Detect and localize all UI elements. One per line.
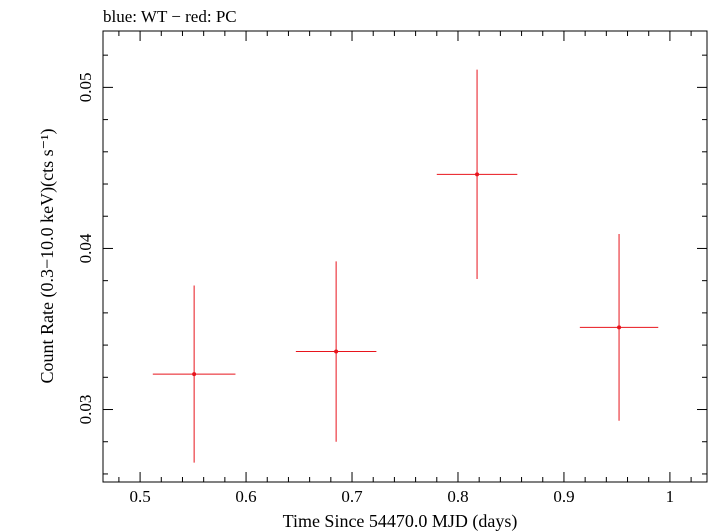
point-marker bbox=[334, 349, 339, 354]
x-tick-label: 0.8 bbox=[447, 487, 468, 506]
data-point bbox=[436, 69, 518, 280]
axis-ticks: 0.5 0.6 0.7 0.8 0.9 1 0.03 0.04 0.05 bbox=[76, 31, 707, 506]
point-marker bbox=[192, 372, 197, 377]
y-axis-label: Count Rate (0.3−10.0 keV)(cts s⁻¹) bbox=[37, 128, 58, 383]
point-marker bbox=[617, 325, 622, 330]
x-tick-label: 1 bbox=[666, 487, 675, 506]
data-series bbox=[152, 69, 659, 463]
chart-title: blue: WT − red: PC bbox=[103, 7, 237, 26]
data-point bbox=[579, 233, 659, 421]
y-tick-label: 0.03 bbox=[76, 395, 95, 425]
data-point bbox=[295, 261, 377, 442]
x-tick-label: 0.6 bbox=[235, 487, 256, 506]
point-marker bbox=[475, 172, 480, 177]
x-tick-label: 0.7 bbox=[341, 487, 363, 506]
plot-frame bbox=[102, 30, 708, 483]
x-axis-label: Time Since 54470.0 MJD (days) bbox=[283, 511, 518, 532]
y-tick-label: 0.05 bbox=[76, 73, 95, 103]
x-tick-label: 0.9 bbox=[553, 487, 574, 506]
x-tick-label: 0.5 bbox=[129, 487, 150, 506]
y-tick-label: 0.04 bbox=[76, 233, 95, 263]
data-point bbox=[152, 285, 236, 463]
